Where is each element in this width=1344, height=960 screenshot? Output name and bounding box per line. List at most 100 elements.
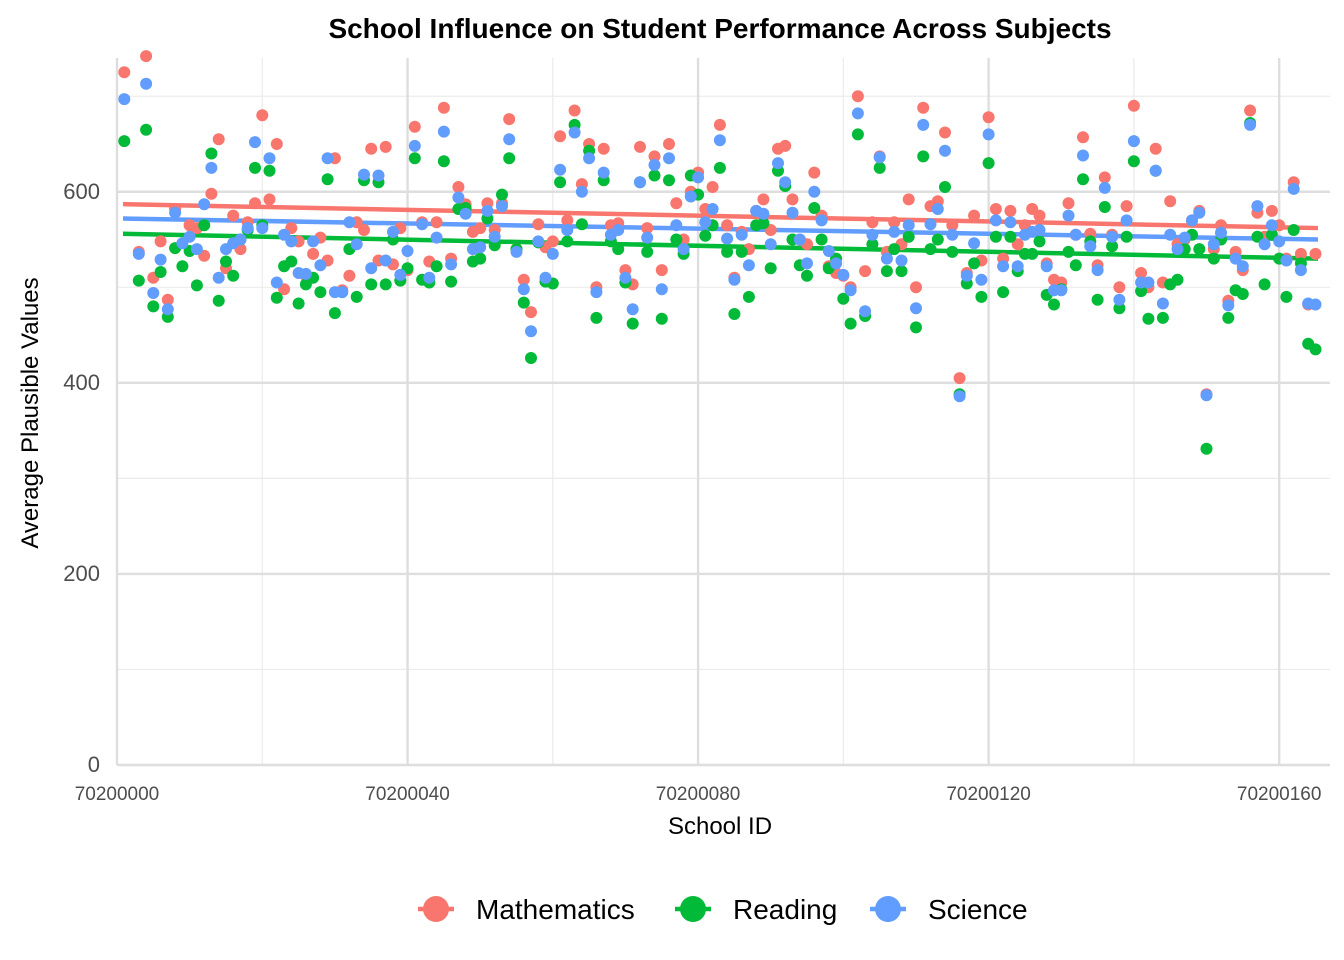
data-point xyxy=(1033,209,1046,222)
data-point xyxy=(641,231,654,244)
data-point xyxy=(706,203,719,215)
data-point xyxy=(801,257,813,270)
data-point xyxy=(910,321,922,334)
data-point xyxy=(713,161,726,174)
data-point xyxy=(764,262,777,275)
data-point xyxy=(982,157,995,170)
data-point xyxy=(902,193,915,206)
data-point xyxy=(924,243,937,256)
data-point xyxy=(1135,267,1148,279)
data-point xyxy=(445,275,458,288)
data-point xyxy=(1287,182,1300,195)
data-point xyxy=(140,123,153,136)
data-point xyxy=(1120,214,1133,227)
data-point xyxy=(779,139,792,152)
data-point xyxy=(742,259,755,272)
data-point xyxy=(372,169,385,182)
data-point xyxy=(786,193,799,206)
data-point xyxy=(546,247,559,260)
data-point xyxy=(481,204,494,217)
data-point xyxy=(989,203,1002,215)
data-point xyxy=(888,225,901,238)
data-point xyxy=(132,274,145,287)
data-point xyxy=(140,50,153,63)
data-point xyxy=(1004,216,1017,229)
data-point xyxy=(684,190,697,203)
data-point xyxy=(1222,299,1235,312)
data-point xyxy=(910,302,922,315)
data-point xyxy=(1113,281,1126,294)
data-point xyxy=(430,260,443,273)
data-point xyxy=(641,245,654,258)
data-point xyxy=(1098,171,1111,184)
data-point xyxy=(452,191,465,204)
data-point xyxy=(1156,297,1169,310)
data-point xyxy=(161,303,174,316)
plot-area xyxy=(115,50,1330,767)
data-point xyxy=(365,142,378,155)
data-point xyxy=(343,269,356,282)
data-point xyxy=(975,273,988,286)
data-point xyxy=(997,260,1010,273)
data-point xyxy=(154,266,167,278)
data-point xyxy=(1251,230,1264,243)
data-point xyxy=(1251,200,1264,213)
data-point xyxy=(713,134,726,147)
legend: Mathematics Reading Science xyxy=(418,894,1028,925)
data-point xyxy=(670,233,683,246)
data-point xyxy=(873,151,886,164)
data-point xyxy=(459,207,472,220)
data-point xyxy=(1142,276,1155,289)
data-point xyxy=(713,118,726,131)
data-point xyxy=(575,218,588,231)
data-point xyxy=(1236,260,1249,273)
data-point xyxy=(946,245,959,258)
data-point xyxy=(503,152,516,165)
data-point xyxy=(815,233,828,246)
data-point xyxy=(474,252,487,265)
data-point xyxy=(1033,235,1046,248)
data-point xyxy=(801,269,813,282)
data-point xyxy=(190,279,203,292)
x-tick-label: 70200040 xyxy=(365,784,450,805)
data-point xyxy=(437,155,450,168)
data-point xyxy=(1229,252,1242,265)
data-point xyxy=(1062,209,1075,222)
data-point xyxy=(757,193,770,206)
legend-item-reading: Reading xyxy=(675,894,837,925)
data-point xyxy=(321,152,334,165)
data-point xyxy=(982,128,995,141)
data-point xyxy=(808,185,821,198)
data-point xyxy=(532,218,545,231)
data-point xyxy=(1055,284,1068,297)
data-point xyxy=(583,152,596,165)
data-point xyxy=(132,247,145,260)
data-point xyxy=(154,235,167,248)
data-point xyxy=(975,290,988,303)
data-point xyxy=(626,317,639,330)
x-axis-ticks: 70200000 70200040 70200080 70200120 70200160 xyxy=(75,784,1322,805)
x-tick-label: 70200000 xyxy=(75,784,160,805)
data-point xyxy=(757,217,770,230)
data-point xyxy=(1069,259,1082,272)
data-point xyxy=(517,283,530,296)
data-point xyxy=(525,325,537,338)
data-point xyxy=(1106,230,1119,243)
data-point xyxy=(866,228,879,241)
data-point xyxy=(1215,226,1227,239)
y-tick-label: 400 xyxy=(63,370,100,395)
data-point xyxy=(1244,104,1257,117)
data-point xyxy=(212,294,225,307)
data-point xyxy=(648,169,661,182)
data-point xyxy=(1280,254,1293,267)
data-point xyxy=(437,125,450,138)
data-point xyxy=(408,139,421,152)
data-point xyxy=(677,243,690,256)
data-point xyxy=(285,235,298,248)
data-point xyxy=(859,305,872,318)
data-point xyxy=(1171,243,1184,256)
data-point xyxy=(989,214,1002,227)
data-point xyxy=(1011,238,1024,251)
data-point xyxy=(525,352,537,364)
